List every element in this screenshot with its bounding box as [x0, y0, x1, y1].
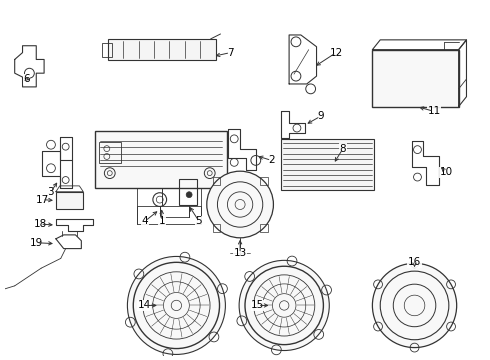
Text: 11: 11 [427, 107, 441, 116]
Circle shape [207, 171, 273, 238]
Text: 18: 18 [33, 219, 47, 229]
Text: 17: 17 [35, 195, 49, 204]
Text: 19: 19 [29, 238, 43, 248]
Bar [213, 177, 220, 185]
Bar [260, 177, 268, 185]
Text: 2: 2 [268, 156, 275, 165]
Bar [213, 224, 220, 232]
Text: 5: 5 [196, 216, 202, 226]
Bar [179, 179, 197, 204]
Text: 9: 9 [317, 111, 324, 121]
Circle shape [239, 260, 329, 351]
Bar [281, 139, 374, 190]
Text: 13: 13 [233, 248, 247, 258]
Text: 15: 15 [251, 301, 265, 310]
Text: 14: 14 [137, 301, 151, 310]
Text: 7: 7 [227, 48, 234, 58]
Bar [56, 192, 83, 210]
Bar [99, 142, 121, 163]
Bar [372, 50, 459, 107]
Text: 8: 8 [340, 144, 346, 154]
Text: 16: 16 [408, 257, 421, 267]
Bar [102, 43, 112, 57]
Bar [137, 207, 201, 224]
Text: 1: 1 [158, 216, 165, 226]
Circle shape [186, 192, 192, 198]
Text: 3: 3 [48, 187, 54, 197]
Bar [108, 39, 216, 60]
Circle shape [127, 256, 225, 355]
Circle shape [372, 263, 457, 347]
Text: 4: 4 [142, 216, 148, 226]
Text: 10: 10 [440, 167, 452, 177]
Bar [95, 131, 227, 188]
Text: 12: 12 [329, 48, 343, 58]
Text: 6: 6 [23, 74, 30, 84]
Bar [260, 224, 268, 232]
